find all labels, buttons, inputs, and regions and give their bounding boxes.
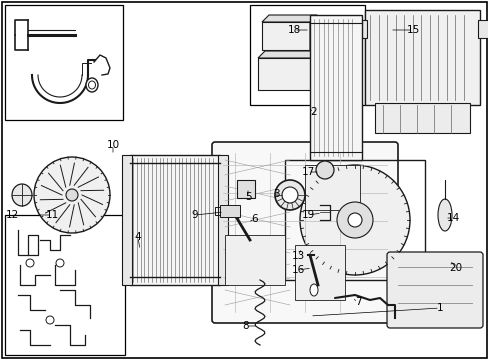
Ellipse shape — [46, 316, 54, 324]
Bar — [218, 155, 227, 285]
Ellipse shape — [86, 78, 98, 92]
Ellipse shape — [66, 189, 78, 201]
Polygon shape — [346, 51, 352, 90]
Text: 11: 11 — [45, 210, 59, 220]
Ellipse shape — [56, 259, 64, 267]
Polygon shape — [309, 15, 316, 50]
Bar — [258, 58, 346, 90]
Bar — [122, 155, 132, 285]
Text: 9: 9 — [191, 210, 198, 220]
Bar — [285, 160, 424, 280]
Text: 13: 13 — [291, 251, 304, 261]
Bar — [237, 180, 254, 198]
Ellipse shape — [347, 213, 361, 227]
Ellipse shape — [437, 199, 451, 231]
Text: 3: 3 — [272, 189, 279, 199]
Ellipse shape — [26, 259, 34, 267]
Text: 15: 15 — [406, 25, 419, 35]
Polygon shape — [262, 15, 316, 22]
Ellipse shape — [282, 187, 297, 203]
Bar — [224, 235, 285, 285]
Text: 18: 18 — [287, 25, 300, 35]
Ellipse shape — [88, 81, 95, 89]
Text: 10: 10 — [106, 140, 120, 150]
Text: 7: 7 — [354, 297, 361, 307]
FancyBboxPatch shape — [386, 252, 482, 328]
Ellipse shape — [34, 157, 110, 233]
Bar — [364, 10, 479, 105]
FancyBboxPatch shape — [212, 142, 397, 323]
Text: 2: 2 — [310, 107, 317, 117]
Text: 5: 5 — [244, 192, 251, 202]
Text: 17: 17 — [301, 167, 314, 177]
Bar — [294, 245, 345, 300]
Text: 19: 19 — [301, 210, 314, 220]
Text: 20: 20 — [448, 263, 462, 273]
Text: 1: 1 — [436, 303, 443, 313]
Bar — [5, 5, 123, 120]
Text: 8: 8 — [242, 321, 249, 331]
Bar — [352, 20, 366, 38]
Text: 4: 4 — [134, 232, 141, 242]
Bar — [309, 15, 361, 160]
Ellipse shape — [309, 284, 317, 296]
Ellipse shape — [336, 202, 372, 238]
Ellipse shape — [315, 161, 333, 179]
Bar — [5, 215, 125, 355]
Bar — [262, 22, 309, 50]
Bar — [249, 5, 364, 105]
Bar — [130, 155, 220, 285]
Text: 12: 12 — [5, 210, 19, 220]
Bar — [477, 20, 488, 38]
Ellipse shape — [274, 180, 305, 210]
Text: 6: 6 — [251, 214, 258, 224]
Polygon shape — [258, 51, 352, 58]
Text: 14: 14 — [446, 213, 459, 223]
Bar — [374, 103, 469, 133]
Ellipse shape — [299, 165, 409, 275]
Bar — [305, 165, 359, 210]
Bar — [220, 205, 240, 217]
Ellipse shape — [12, 184, 32, 206]
Text: 16: 16 — [291, 265, 304, 275]
